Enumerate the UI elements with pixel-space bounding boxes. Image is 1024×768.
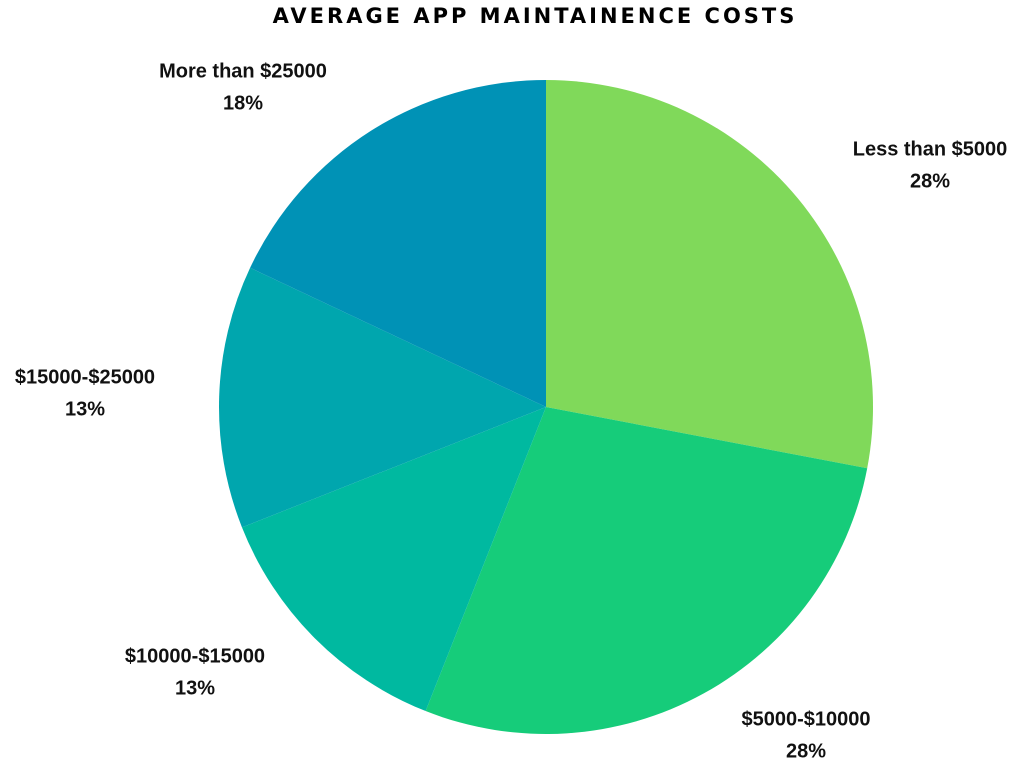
pie-slice xyxy=(219,267,546,528)
chart-title: AVERAGE APP MAINTAINENCE COSTS xyxy=(273,4,798,28)
slice-category-label: $15000-$25000 xyxy=(15,366,155,388)
slice-value-label: 13% xyxy=(175,677,215,699)
slice-category-label: More than $25000 xyxy=(159,60,327,82)
slice-category-label: $10000-$15000 xyxy=(125,645,265,667)
pie-slice xyxy=(546,80,873,469)
slice-value-label: 28% xyxy=(786,740,826,762)
pie-slice xyxy=(241,407,547,712)
slice-category-label: Less than $5000 xyxy=(853,138,1008,160)
pie-slice xyxy=(250,80,546,407)
pie-slice xyxy=(425,407,868,735)
slice-category-label: $5000-$10000 xyxy=(741,708,870,730)
slice-value-label: 13% xyxy=(65,398,105,420)
slice-value-label: 28% xyxy=(910,170,950,192)
slice-value-label: 18% xyxy=(223,92,263,114)
